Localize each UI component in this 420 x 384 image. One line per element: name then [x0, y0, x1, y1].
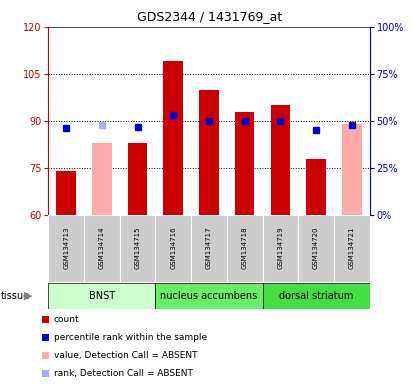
Bar	[42, 352, 49, 359]
Bar	[56, 171, 76, 215]
Text: GSM134718: GSM134718	[241, 226, 248, 269]
Text: GSM134715: GSM134715	[134, 226, 141, 268]
Bar	[155, 283, 262, 309]
Text: GSM134713: GSM134713	[63, 226, 69, 269]
Text: ▶: ▶	[24, 291, 33, 301]
Text: GSM134714: GSM134714	[99, 226, 105, 268]
Bar	[42, 370, 49, 377]
Text: GSM134717: GSM134717	[206, 226, 212, 269]
Text: rank, Detection Call = ABSENT: rank, Detection Call = ABSENT	[54, 369, 193, 378]
Bar	[84, 215, 120, 282]
Bar	[227, 215, 262, 282]
Bar	[262, 215, 298, 282]
Bar	[120, 215, 155, 282]
Bar	[270, 105, 290, 215]
Bar	[235, 112, 255, 215]
Bar	[298, 215, 334, 282]
Bar	[155, 215, 191, 282]
Text: dorsal striatum: dorsal striatum	[279, 291, 353, 301]
Bar	[199, 89, 219, 215]
Bar	[342, 124, 362, 215]
Bar	[48, 283, 155, 309]
Bar	[334, 215, 370, 282]
Text: GSM134719: GSM134719	[277, 226, 284, 269]
Bar	[48, 215, 84, 282]
Text: GSM134720: GSM134720	[313, 226, 319, 268]
Text: count: count	[54, 315, 80, 324]
Text: GDS2344 / 1431769_at: GDS2344 / 1431769_at	[137, 10, 283, 23]
Bar	[262, 283, 370, 309]
Text: tissue: tissue	[1, 291, 30, 301]
Text: value, Detection Call = ABSENT: value, Detection Call = ABSENT	[54, 351, 197, 360]
Bar	[163, 61, 183, 215]
Text: GSM134721: GSM134721	[349, 226, 355, 268]
Bar	[92, 143, 112, 215]
Bar	[42, 316, 49, 323]
Text: percentile rank within the sample: percentile rank within the sample	[54, 333, 207, 342]
Text: nucleus accumbens: nucleus accumbens	[160, 291, 257, 301]
Bar	[128, 143, 147, 215]
Bar	[306, 159, 326, 215]
Bar	[42, 334, 49, 341]
Text: GSM134716: GSM134716	[170, 226, 176, 269]
Bar	[191, 215, 227, 282]
Text: BNST: BNST	[89, 291, 115, 301]
